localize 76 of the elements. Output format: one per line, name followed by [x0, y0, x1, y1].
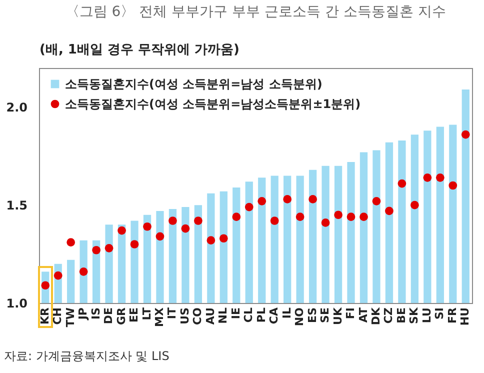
x-tick-label: KR: [38, 306, 52, 324]
x-tick-label: SI: [433, 308, 446, 320]
x-tick-label: CH: [51, 308, 64, 325]
point: [423, 173, 432, 182]
point: [308, 195, 317, 204]
x-tick-label: GR: [114, 306, 128, 325]
x-tick-label: EE: [128, 308, 141, 323]
x-tick-label: DE: [102, 308, 116, 324]
point: [92, 246, 100, 254]
point: [372, 196, 381, 206]
point: [41, 281, 50, 290]
x-tick-label: DK: [369, 307, 382, 326]
x-tick-label: CA: [268, 307, 281, 324]
y-tick-label: 2.0: [6, 100, 28, 115]
x-tick-label: CO: [191, 308, 204, 325]
point: [346, 212, 356, 222]
x-tick-label: IT: [166, 307, 179, 320]
x-tick-label: SK: [408, 307, 421, 324]
x-tick-label: IL: [280, 308, 294, 319]
point: [283, 195, 292, 204]
y-tick-label: 1.5: [6, 198, 28, 213]
point: [130, 240, 139, 248]
x-tick-label: PL: [254, 308, 268, 323]
x-tick-label: TW: [64, 308, 77, 328]
point: [360, 212, 368, 222]
x-tick-label: ES: [306, 307, 319, 323]
point: [385, 206, 394, 216]
point: [334, 210, 342, 220]
x-tick-label: FR: [446, 306, 459, 324]
x-tick-label: IE: [229, 308, 242, 320]
point: [321, 218, 330, 227]
x-tick-label: HU: [458, 308, 472, 326]
x-tick-label: FI: [344, 308, 358, 320]
point: [104, 244, 114, 252]
point: [244, 202, 254, 212]
point: [156, 232, 164, 241]
point: [181, 224, 190, 233]
x-tick-label: US: [178, 307, 192, 324]
x-tick-label: BE: [394, 308, 408, 324]
point: [461, 130, 470, 139]
point: [270, 216, 279, 225]
x-tick-label: NL: [216, 308, 230, 324]
chart-title: 〈그림 6〉 전체 부부가구 부부 근로소득 간 소득동질혼 지수: [65, 4, 446, 20]
point: [219, 234, 228, 243]
legend-label: 소득동질혼지수(여성 소득분위=남성소득분위±1분위): [65, 97, 361, 111]
point: [398, 179, 406, 188]
x-tick-label: AU: [204, 308, 217, 325]
y-axis-title: (배, 1배일 경우 무작위에 가까움): [40, 42, 240, 58]
point: [448, 181, 458, 190]
x-tick-label: IS: [89, 307, 102, 320]
legend-label: 소득동질혼지수(여성 소득분위=남성 소득분위): [65, 77, 322, 91]
text: 자료: 가계금융복지조사 및 LIS: [4, 348, 170, 364]
x-tick-label: MX: [152, 306, 166, 327]
y-tick-label: 1.0: [6, 296, 28, 310]
x-tick-label: JP: [76, 308, 90, 321]
point: [168, 216, 177, 225]
x-tick-label: CZ: [382, 307, 396, 324]
point: [66, 238, 76, 246]
x-tick-label: LT: [140, 307, 154, 320]
point: [258, 196, 266, 206]
x-tick-label: UK: [331, 307, 344, 325]
point: [54, 271, 62, 280]
point: [232, 212, 241, 222]
point: [206, 236, 216, 245]
x-tick-label: LU: [420, 308, 434, 324]
x-tick-label: SE: [318, 308, 332, 323]
point: [296, 212, 304, 222]
point: [436, 173, 444, 182]
x-tick-label: CL: [242, 308, 256, 323]
point: [143, 222, 152, 231]
point: [194, 216, 202, 225]
x-tick-label: AT: [356, 307, 370, 323]
x-tick-label: NO: [293, 308, 306, 326]
point: [118, 226, 126, 235]
point: [410, 200, 419, 210]
point: [79, 267, 88, 276]
